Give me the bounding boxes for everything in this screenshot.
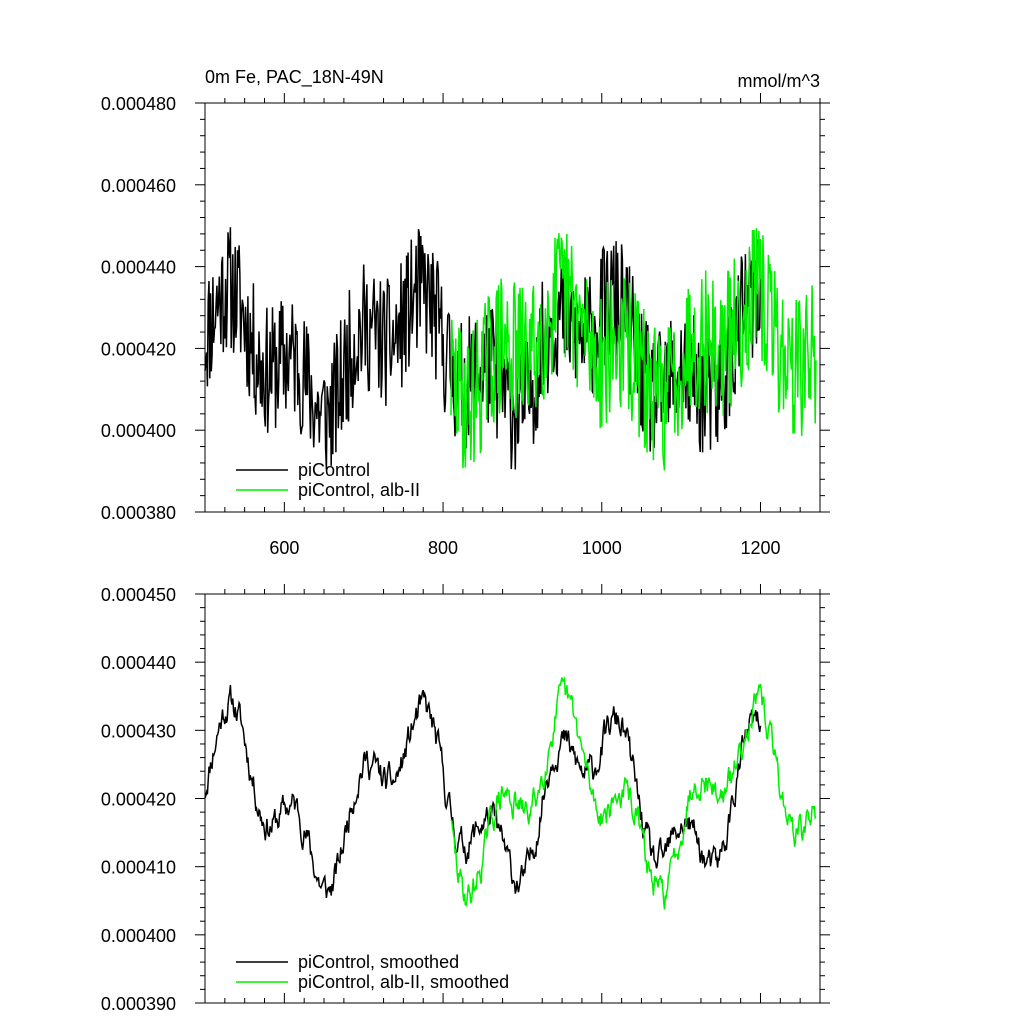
y-tick-label: 0.000410: [101, 858, 176, 878]
bottom-series-line-1: [450, 676, 817, 910]
top-panel: 0m Fe, PAC_18N-49N mmol/m^3 0.0003800.00…: [101, 67, 830, 558]
x-tick-label: 800: [428, 538, 458, 558]
y-tick-label: 0.000440: [101, 258, 176, 278]
top-legend: piControl piControl, alb-II: [236, 460, 420, 500]
top-x-tick-labels: 600 800 1000 1200: [269, 538, 780, 558]
bottom-series-layer: [204, 676, 817, 910]
y-tick-label: 0.000440: [101, 653, 176, 673]
x-tick-label: 600: [269, 538, 299, 558]
y-tick-label: 0.000450: [101, 585, 176, 605]
x-tick-label: 1200: [740, 538, 780, 558]
top-plot-frame: [204, 102, 821, 513]
bottom-y-tick-labels: 0.000390 0.000400 0.000410 0.000420 0.000430…: [101, 585, 176, 1014]
y-tick-label: 0.000420: [101, 790, 176, 810]
top-ticks: [195, 93, 830, 513]
top-title: 0m Fe, PAC_18N-49N: [205, 67, 384, 88]
y-tick-label: 0.000430: [101, 721, 176, 741]
y-tick-label: 0.000400: [101, 926, 176, 946]
bottom-legend: piControl, smoothed piControl, alb-II, s…: [236, 952, 509, 992]
top-series-line-1: [450, 228, 817, 471]
y-tick-label: 0.000480: [101, 94, 176, 114]
y-tick-label: 0.000400: [101, 421, 176, 441]
legend-label-picontrol-alb-smoothed: piControl, alb-II, smoothed: [298, 972, 509, 992]
y-tick-label: 0.000460: [101, 176, 176, 196]
y-tick-label: 0.000380: [101, 503, 176, 523]
bottom-ticks: [195, 584, 830, 1004]
bottom-series-line-0: [204, 684, 762, 898]
y-tick-label: 0.000390: [101, 994, 176, 1014]
bottom-panel: 0.000390 0.000400 0.000410 0.000420 0.000430…: [101, 584, 830, 1014]
top-series-layer: [204, 227, 817, 471]
top-y-tick-labels: 0.000380 0.000400 0.000420 0.000440 0.000460…: [101, 94, 176, 523]
top-units: mmol/m^3: [738, 71, 820, 91]
y-tick-label: 0.000420: [101, 339, 176, 359]
x-tick-label: 1000: [582, 538, 622, 558]
legend-label-picontrol-alb: piControl, alb-II: [298, 480, 420, 500]
legend-label-picontrol: piControl: [298, 460, 370, 480]
legend-label-picontrol-smoothed: piControl, smoothed: [298, 952, 459, 972]
